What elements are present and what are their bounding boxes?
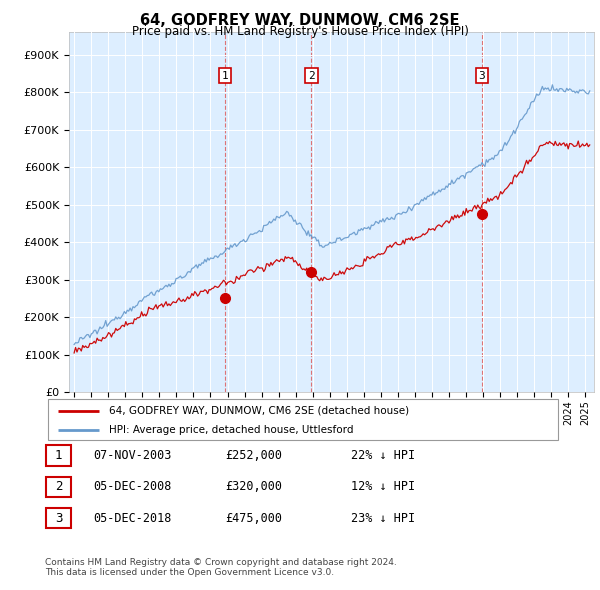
Text: 12% ↓ HPI: 12% ↓ HPI: [351, 480, 415, 493]
Text: 07-NOV-2003: 07-NOV-2003: [93, 449, 172, 462]
Text: £252,000: £252,000: [225, 449, 282, 462]
Text: Price paid vs. HM Land Registry's House Price Index (HPI): Price paid vs. HM Land Registry's House …: [131, 25, 469, 38]
FancyBboxPatch shape: [46, 477, 71, 497]
FancyBboxPatch shape: [46, 445, 71, 466]
Text: 64, GODFREY WAY, DUNMOW, CM6 2SE (detached house): 64, GODFREY WAY, DUNMOW, CM6 2SE (detach…: [109, 406, 409, 416]
Text: HPI: Average price, detached house, Uttlesford: HPI: Average price, detached house, Uttl…: [109, 425, 354, 434]
Text: 23% ↓ HPI: 23% ↓ HPI: [351, 512, 415, 525]
Text: 1: 1: [55, 449, 62, 462]
Text: 64, GODFREY WAY, DUNMOW, CM6 2SE: 64, GODFREY WAY, DUNMOW, CM6 2SE: [140, 13, 460, 28]
Text: 2: 2: [308, 71, 315, 81]
Text: 3: 3: [55, 512, 62, 525]
Text: 1: 1: [221, 71, 229, 81]
FancyBboxPatch shape: [48, 399, 558, 440]
Text: £475,000: £475,000: [225, 512, 282, 525]
Text: 05-DEC-2018: 05-DEC-2018: [93, 512, 172, 525]
Text: 2: 2: [55, 480, 62, 493]
Text: 3: 3: [478, 71, 485, 81]
Text: £320,000: £320,000: [225, 480, 282, 493]
Text: 05-DEC-2008: 05-DEC-2008: [93, 480, 172, 493]
Text: 22% ↓ HPI: 22% ↓ HPI: [351, 449, 415, 462]
Text: Contains HM Land Registry data © Crown copyright and database right 2024.
This d: Contains HM Land Registry data © Crown c…: [45, 558, 397, 577]
FancyBboxPatch shape: [46, 508, 71, 528]
